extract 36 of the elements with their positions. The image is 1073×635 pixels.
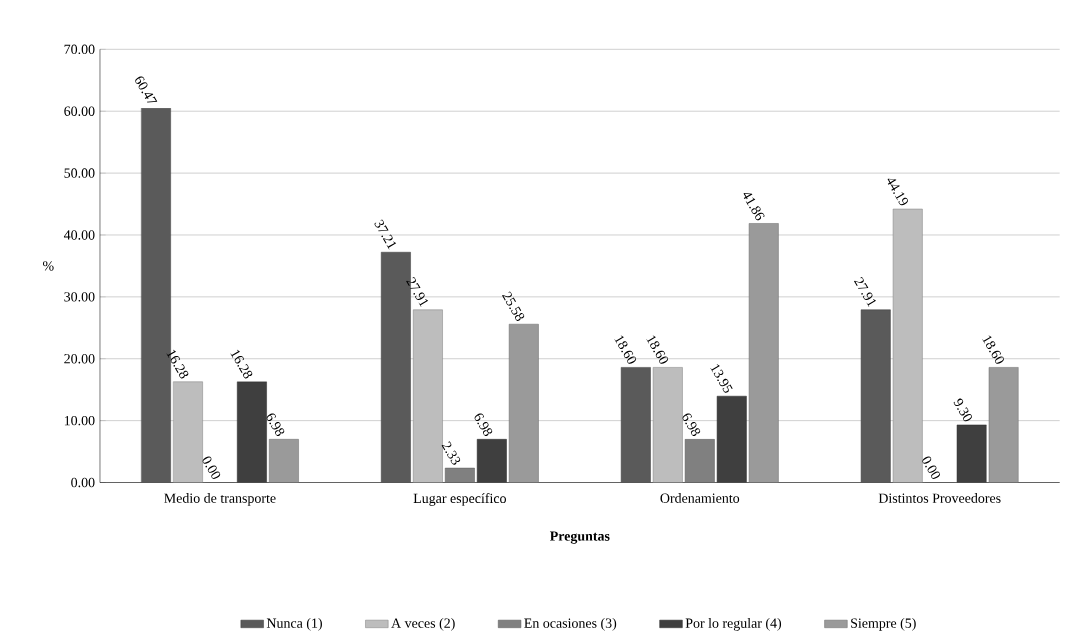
bar: [620, 367, 651, 483]
x-tick-label: Lugar específico: [413, 493, 506, 506]
bar: [652, 367, 683, 483]
y-tick-label: 20.00: [64, 353, 95, 364]
y-tick-label: 50.00: [64, 168, 95, 178]
data-label: 0.00: [922, 456, 940, 479]
legend-label: Por lo regular (4): [685, 618, 782, 631]
y-axis-title: %: [43, 261, 54, 271]
y-tick-label: 10.00: [64, 415, 95, 426]
bar: [956, 424, 987, 483]
x-axis-title: Preguntas: [549, 531, 610, 544]
bar: [892, 208, 923, 483]
bar: [268, 438, 299, 483]
legend-label: Nunca (1): [266, 618, 322, 631]
y-tick-label: 30.00: [64, 292, 95, 302]
data-label: 6.98: [682, 413, 701, 437]
legend-label: En ocasiones (3): [524, 618, 617, 631]
data-label: 6.98: [266, 413, 285, 437]
data-label: 0.00: [202, 456, 221, 479]
legend-label: A veces (2): [391, 618, 455, 631]
x-tick-label: Medio de transporte: [164, 493, 276, 506]
bar: [236, 381, 267, 483]
x-tick-label: Distintos Proveedores: [878, 493, 1001, 503]
y-tick-label: 0.00: [71, 477, 95, 488]
y-tick-label: 40.00: [63, 230, 95, 240]
data-label: 6.98: [474, 413, 493, 437]
y-tick-label: 60.00: [64, 106, 95, 116]
bar: [412, 309, 443, 483]
bar: [173, 381, 203, 483]
y-tick-label: 70.00: [64, 44, 95, 54]
bar: [684, 438, 715, 483]
x-tick-label: Ordenamiento: [660, 493, 740, 503]
bar: [860, 309, 891, 483]
bar: [476, 438, 507, 483]
legend-label: Siempre (5): [851, 618, 916, 631]
bar: [716, 395, 747, 483]
